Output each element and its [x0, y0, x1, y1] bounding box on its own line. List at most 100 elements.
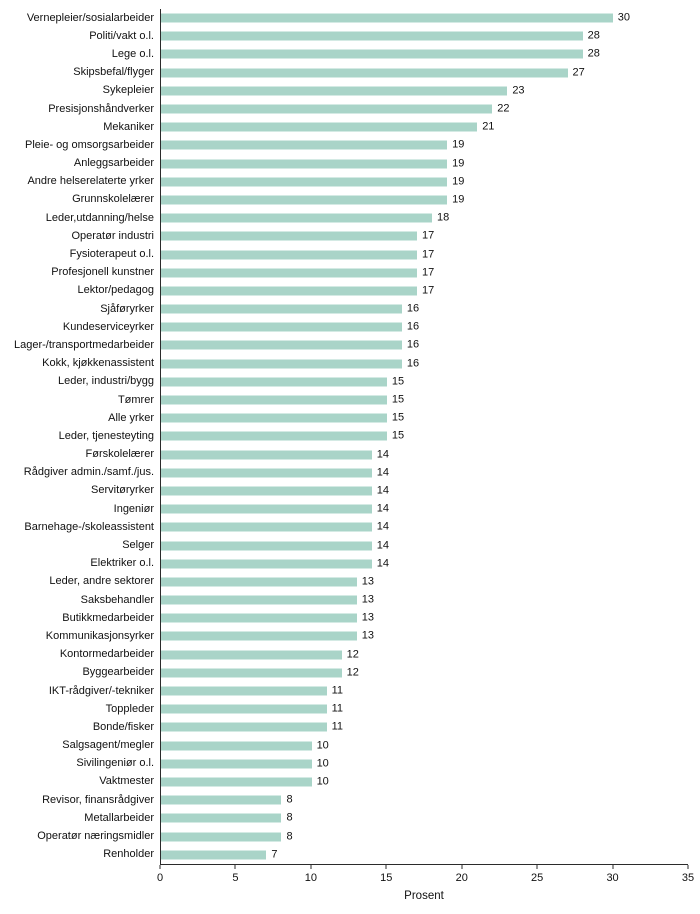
bar	[161, 468, 372, 478]
bar-track: 8	[160, 809, 688, 828]
category-label: Leder, andre sektorer	[49, 575, 154, 588]
x-tick-mark	[461, 864, 463, 869]
bar-row: Byggearbeider 12	[0, 663, 700, 682]
bar-row: Vaktmester 10	[0, 772, 700, 792]
bar-track: 19	[160, 190, 688, 210]
bar	[161, 68, 568, 78]
bar-track: 16	[160, 336, 688, 355]
bar	[161, 832, 282, 842]
bar	[161, 231, 417, 241]
bar-track: 10	[160, 736, 688, 755]
bar	[161, 322, 402, 332]
bar-track: 10	[160, 772, 688, 792]
bar-row: Kontormedarbeider 12	[0, 645, 700, 664]
category-label: Leder, industri/bygg	[57, 375, 154, 388]
bar-row: Leder, industri/bygg 15	[0, 372, 700, 391]
bar	[161, 286, 417, 296]
bar-row: Grunnskolelærer 19	[0, 190, 700, 210]
bar-track: 14	[160, 518, 688, 537]
bar-row: Andre helserelaterte yrker 19	[0, 172, 700, 191]
value-label: 8	[286, 793, 293, 806]
value-label: 19	[452, 157, 465, 170]
category-label: Pleie- og omsorgsarbeider	[24, 138, 154, 151]
bar-track: 8	[160, 827, 688, 846]
category-label: Profesjonell kunstner	[51, 266, 154, 279]
value-label: 13	[361, 593, 374, 606]
value-label: 17	[421, 229, 435, 242]
value-label: 17	[421, 248, 435, 261]
category-label: Lege o.l.	[111, 47, 154, 60]
bar	[161, 86, 508, 96]
value-label: 28	[587, 47, 600, 60]
value-label: 16	[406, 338, 420, 351]
bar-track: 17	[160, 245, 688, 264]
category-label: Bonde/fisker	[92, 720, 154, 733]
bar-track: 12	[160, 645, 688, 664]
category-label: Vernepleier/sosialarbeider	[26, 11, 154, 24]
bar-row: Selger 14	[0, 536, 700, 555]
value-label: 21	[482, 120, 495, 133]
bar	[161, 213, 433, 223]
bar	[161, 450, 372, 460]
value-label: 19	[452, 193, 465, 206]
x-tick-mark	[310, 864, 312, 869]
category-label: Kommunikasjonsyrker	[45, 629, 154, 642]
value-label: 11	[331, 684, 344, 697]
bar-track: 13	[160, 627, 688, 646]
category-label: Presisjonshåndverker	[48, 102, 154, 115]
bar-track: 15	[160, 390, 688, 410]
bar-track: 15	[160, 409, 688, 428]
bar-track: 19	[160, 154, 688, 173]
bar-track: 14	[160, 481, 688, 501]
bar	[161, 359, 402, 369]
bar-track: 14	[160, 500, 688, 519]
category-label: IKT-rådgiver/-tekniker	[48, 684, 154, 697]
category-label: Mekaniker	[103, 120, 154, 133]
value-label: 18	[437, 211, 450, 224]
value-label: 17	[421, 266, 435, 279]
value-label: 10	[316, 739, 329, 752]
bar-track: 16	[160, 318, 688, 337]
bar-row: Renholder 7	[0, 845, 700, 864]
category-label: Lektor/pedagog	[77, 284, 154, 297]
value-label: 27	[572, 66, 585, 79]
bar	[161, 49, 583, 59]
category-label: Byggearbeider	[82, 666, 154, 679]
x-tick-mark	[159, 864, 161, 869]
bar	[161, 395, 387, 405]
bar-track: 14	[160, 536, 688, 555]
bar	[161, 631, 357, 641]
bar-row: Lager-/transportmedarbeider 16	[0, 336, 700, 355]
value-label: 11	[331, 702, 344, 715]
bar-track: 22	[160, 99, 688, 119]
x-tick-mark	[536, 864, 538, 869]
bar	[161, 595, 357, 605]
bar-row: Toppleder 11	[0, 700, 700, 719]
bar-row: Revisor, finansrådgiver 8	[0, 791, 700, 810]
bar	[161, 741, 312, 751]
category-label: Sjåføryrker	[100, 302, 154, 315]
x-axis-label: Prosent	[404, 889, 444, 902]
bar	[161, 13, 613, 23]
bar-row: Leder, andre sektorer 13	[0, 572, 700, 591]
value-label: 10	[316, 775, 329, 788]
category-label: Politi/vakt o.l.	[89, 29, 154, 42]
value-label: 10	[316, 757, 329, 770]
bar-row: Profesjonell kunstner 17	[0, 263, 700, 282]
bar	[161, 795, 282, 805]
x-tick-label: 0	[156, 871, 164, 884]
bar	[161, 504, 372, 514]
category-label: Kontormedarbeider	[59, 648, 154, 661]
bar-track: 17	[160, 227, 688, 246]
bar-row: Operatør næringsmidler 8	[0, 827, 700, 846]
value-label: 28	[587, 29, 600, 42]
bar	[161, 431, 387, 441]
bar-row: Leder, tjenesteyting 15	[0, 427, 700, 446]
bar-row: Leder,utdanning/helse 18	[0, 209, 700, 228]
category-label: Leder,utdanning/helse	[45, 211, 154, 224]
x-tick-label: 35	[681, 871, 695, 884]
value-label: 19	[452, 175, 465, 188]
bar-row: Kundeserviceyrker 16	[0, 318, 700, 337]
category-label: Lager-/transportmedarbeider	[13, 338, 154, 351]
